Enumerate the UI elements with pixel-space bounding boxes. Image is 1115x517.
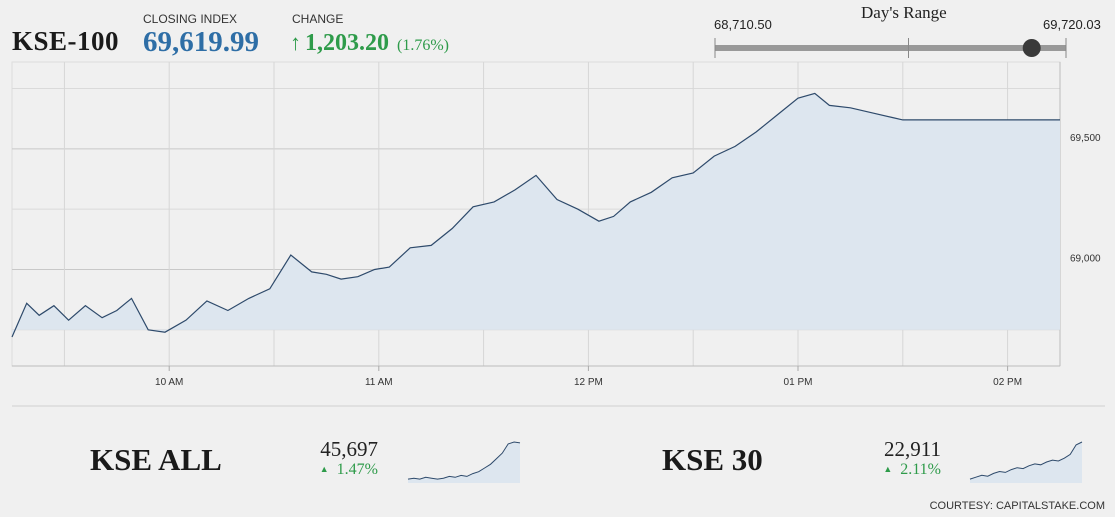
range-marker (1022, 39, 1041, 57)
kse-all-name: KSE ALL (90, 442, 222, 477)
y-axis-ticks: 69,500 69,000 (1070, 133, 1101, 265)
x-tick-label: 10 AM (155, 377, 183, 388)
x-tick-label: 02 PM (993, 377, 1022, 388)
y-tick-label: 69,500 (1070, 133, 1101, 144)
mini-charts (407, 441, 1083, 483)
credit-text: COURTESY: CAPITALSTAKE.COM (929, 500, 1105, 512)
sparkline-line (407, 441, 521, 480)
index-area (12, 93, 1060, 338)
index-title: KSE-100 (12, 26, 120, 56)
kse-30-change-row: ▲ 2.11% (842, 461, 941, 479)
kse-30-change: 2.11% (900, 461, 941, 478)
sparkline-area (970, 442, 1082, 483)
range-track (715, 45, 1066, 51)
x-tick-label: 01 PM (784, 377, 813, 388)
days-range-title: Day's Range (861, 3, 947, 22)
kse-30-value: 22,911 (884, 437, 941, 461)
days-range-low: 68,710.50 (714, 17, 772, 32)
kse-all-change: 1.47% (336, 461, 378, 478)
days-range-high: 69,720.03 (1043, 17, 1101, 32)
x-tick-label: 12 PM (574, 377, 603, 388)
y-tick-label: 69,000 (1070, 253, 1101, 264)
up-triangle-icon: ▲ (319, 464, 329, 474)
closing-index-value: 69,619.99 (143, 26, 259, 58)
kse-30-name: KSE 30 (662, 442, 763, 477)
kse-all-value: 45,697 (320, 437, 378, 461)
up-arrow-icon: ↑ (290, 30, 301, 55)
change-value: 1,203.20 (305, 30, 389, 56)
sparkline-line (969, 441, 1083, 480)
change-label: CHANGE (292, 12, 344, 26)
x-axis-ticks: 10 AM 11 AM 12 PM 01 PM 02 PM (155, 366, 1022, 388)
closing-index-label: CLOSING INDEX (143, 12, 238, 26)
change-row: ↑ 1,203.20 (1.76%) (290, 30, 449, 57)
up-triangle-icon: ▲ (883, 464, 893, 474)
change-percent: (1.76%) (397, 37, 449, 54)
x-tick-label: 11 AM (365, 377, 393, 388)
days-range-bar (714, 38, 1067, 58)
sparkline-area (408, 442, 520, 483)
index-line (11, 92, 1060, 338)
kse-all-change-row: ▲ 1.47% (280, 461, 378, 479)
